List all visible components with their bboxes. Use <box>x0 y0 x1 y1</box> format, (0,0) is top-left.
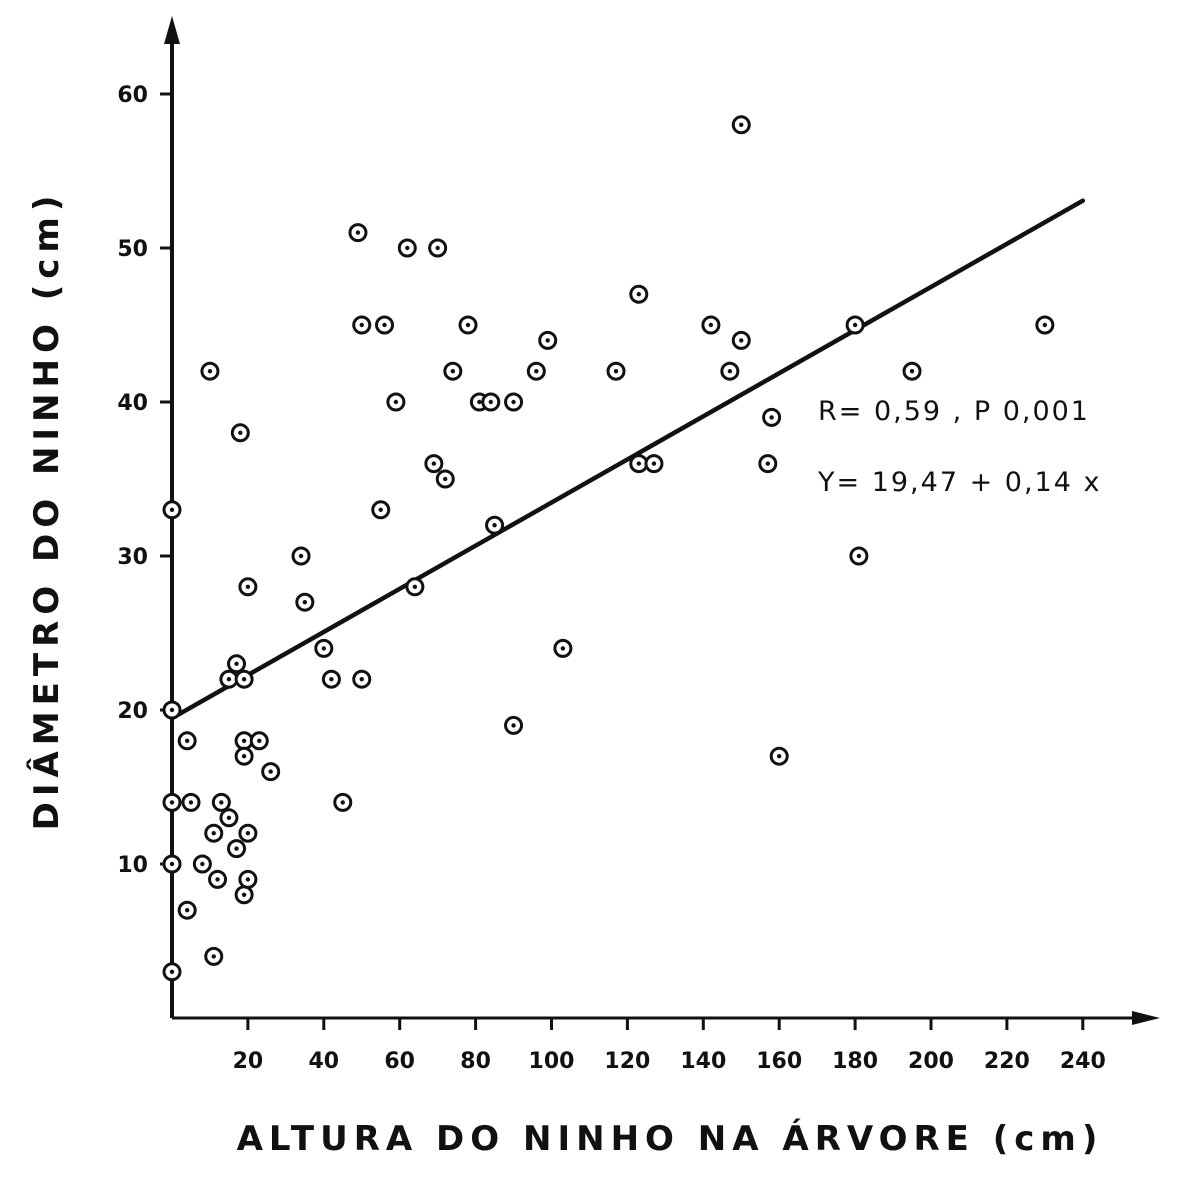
data-point <box>200 361 220 381</box>
x-axis-arrowhead <box>1132 1011 1160 1025</box>
data-point <box>234 731 254 751</box>
data-point <box>553 638 573 658</box>
data-point <box>1035 315 1055 335</box>
y-tick-label: 50 <box>117 237 148 262</box>
data-point <box>234 669 254 689</box>
data-point <box>192 854 212 874</box>
data-point <box>720 361 740 381</box>
data-point <box>295 592 315 612</box>
data-point <box>845 315 865 335</box>
data-point <box>238 823 258 843</box>
x-axis-title: ALTURA DO NINHO NA ÁRVORE (cm) <box>237 1118 1104 1159</box>
y-axis-title: DIÂMETRO DO NINHO (cm) <box>26 190 67 831</box>
data-point <box>371 500 391 520</box>
data-point <box>211 792 231 812</box>
data-point <box>762 407 782 427</box>
data-point <box>249 731 269 751</box>
regression-line <box>169 198 1086 721</box>
y-ticks: 10 20 30 40 50 60 <box>117 83 172 878</box>
data-point <box>234 746 254 766</box>
data-point <box>504 392 524 412</box>
data-point <box>204 946 224 966</box>
data-point <box>397 238 417 258</box>
data-point <box>162 792 182 812</box>
equation-annotation: Y= 19,47 + 0,14 x <box>817 467 1101 498</box>
regression-line-group <box>169 198 1086 721</box>
x-tick-label: 40 <box>308 1049 339 1074</box>
x-tick-label: 120 <box>604 1049 650 1074</box>
data-point <box>291 546 311 566</box>
data-point <box>261 762 281 782</box>
data-point <box>375 315 395 335</box>
data-point <box>238 577 258 597</box>
data-point <box>485 515 505 535</box>
data-point <box>504 715 524 735</box>
data-point <box>238 869 258 889</box>
data-points <box>162 115 1055 982</box>
data-point <box>162 854 182 874</box>
data-point <box>731 115 751 135</box>
data-point <box>230 423 250 443</box>
x-tick-label: 80 <box>460 1049 491 1074</box>
data-point <box>227 839 247 859</box>
y-tick-label: 60 <box>117 83 148 108</box>
data-point <box>177 900 197 920</box>
data-point <box>424 454 444 474</box>
stats-annotation: R= 0,59 , P 0,001 <box>818 396 1090 427</box>
x-tick-label: 240 <box>1060 1049 1106 1074</box>
data-point <box>162 962 182 982</box>
data-point <box>731 330 751 350</box>
x-ticks: 20 40 60 80 100 120 140 160 180 200 220 240 <box>233 1018 1106 1074</box>
data-point <box>386 392 406 412</box>
data-point <box>234 885 254 905</box>
data-point <box>405 577 425 597</box>
x-tick-label: 200 <box>908 1049 954 1074</box>
data-point <box>352 315 372 335</box>
data-point <box>352 669 372 689</box>
data-point <box>644 454 664 474</box>
data-point <box>769 746 789 766</box>
data-point <box>629 454 649 474</box>
data-point <box>314 638 334 658</box>
x-tick-label: 160 <box>756 1049 802 1074</box>
data-point <box>177 731 197 751</box>
y-tick-label: 10 <box>117 853 148 878</box>
x-tick-label: 220 <box>984 1049 1030 1074</box>
data-point <box>435 469 455 489</box>
data-point <box>443 361 463 381</box>
x-tick-label: 140 <box>680 1049 726 1074</box>
data-point <box>162 700 182 720</box>
data-point <box>227 654 247 674</box>
data-point <box>606 361 626 381</box>
data-point <box>629 284 649 304</box>
data-point <box>526 361 546 381</box>
y-axis-arrowhead <box>164 16 180 44</box>
data-point <box>219 808 239 828</box>
x-tick-label: 100 <box>529 1049 575 1074</box>
y-tick-label: 40 <box>117 391 148 416</box>
data-point <box>458 315 478 335</box>
y-tick-label: 30 <box>117 545 148 570</box>
data-point <box>333 792 353 812</box>
data-point <box>701 315 721 335</box>
data-point <box>204 823 224 843</box>
data-point <box>758 454 778 474</box>
x-tick-label: 60 <box>384 1049 415 1074</box>
data-point <box>181 792 201 812</box>
x-tick-label: 20 <box>233 1049 264 1074</box>
data-point <box>428 238 448 258</box>
data-point <box>208 869 228 889</box>
x-tick-label: 180 <box>832 1049 878 1074</box>
data-point <box>162 500 182 520</box>
data-point <box>481 392 501 412</box>
data-point <box>321 669 341 689</box>
data-point <box>849 546 869 566</box>
data-point <box>902 361 922 381</box>
data-point <box>538 330 558 350</box>
y-tick-label: 20 <box>117 699 148 724</box>
data-point <box>219 669 239 689</box>
data-point <box>348 223 368 243</box>
